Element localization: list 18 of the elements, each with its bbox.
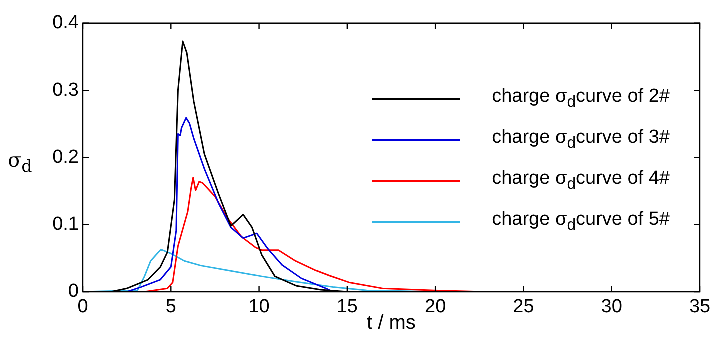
x-tick-label: 10 [248, 296, 270, 318]
x-tick-label: 35 [689, 296, 711, 318]
y-tick-label: 0.2 [52, 146, 79, 168]
legend-label: charge σ$_{d}$curve of 4# [492, 168, 670, 194]
legend-label: charge σ$_{d}$curve of 5# [492, 208, 670, 234]
legend-label: charge σ$_{d}$curve of 3# [492, 126, 670, 152]
y-tick-label: 0 [68, 281, 79, 302]
y-axis-title: σ$_{d}$ [8, 148, 32, 176]
y-tick-label: 0.4 [52, 12, 80, 34]
x-tick-label: 15 [336, 296, 358, 318]
legend-label: charge σ$_{d}$curve of 2# [492, 86, 670, 112]
x-tick-label: 30 [601, 296, 622, 318]
x-tick-label: 5 [166, 296, 176, 318]
y-tick-label: 0.1 [52, 214, 79, 236]
x-tick-label: 20 [425, 296, 446, 318]
x-axis-title: t / ms [367, 312, 416, 334]
x-tick-label: 25 [513, 296, 534, 318]
y-tick-label: 0.3 [52, 80, 79, 101]
